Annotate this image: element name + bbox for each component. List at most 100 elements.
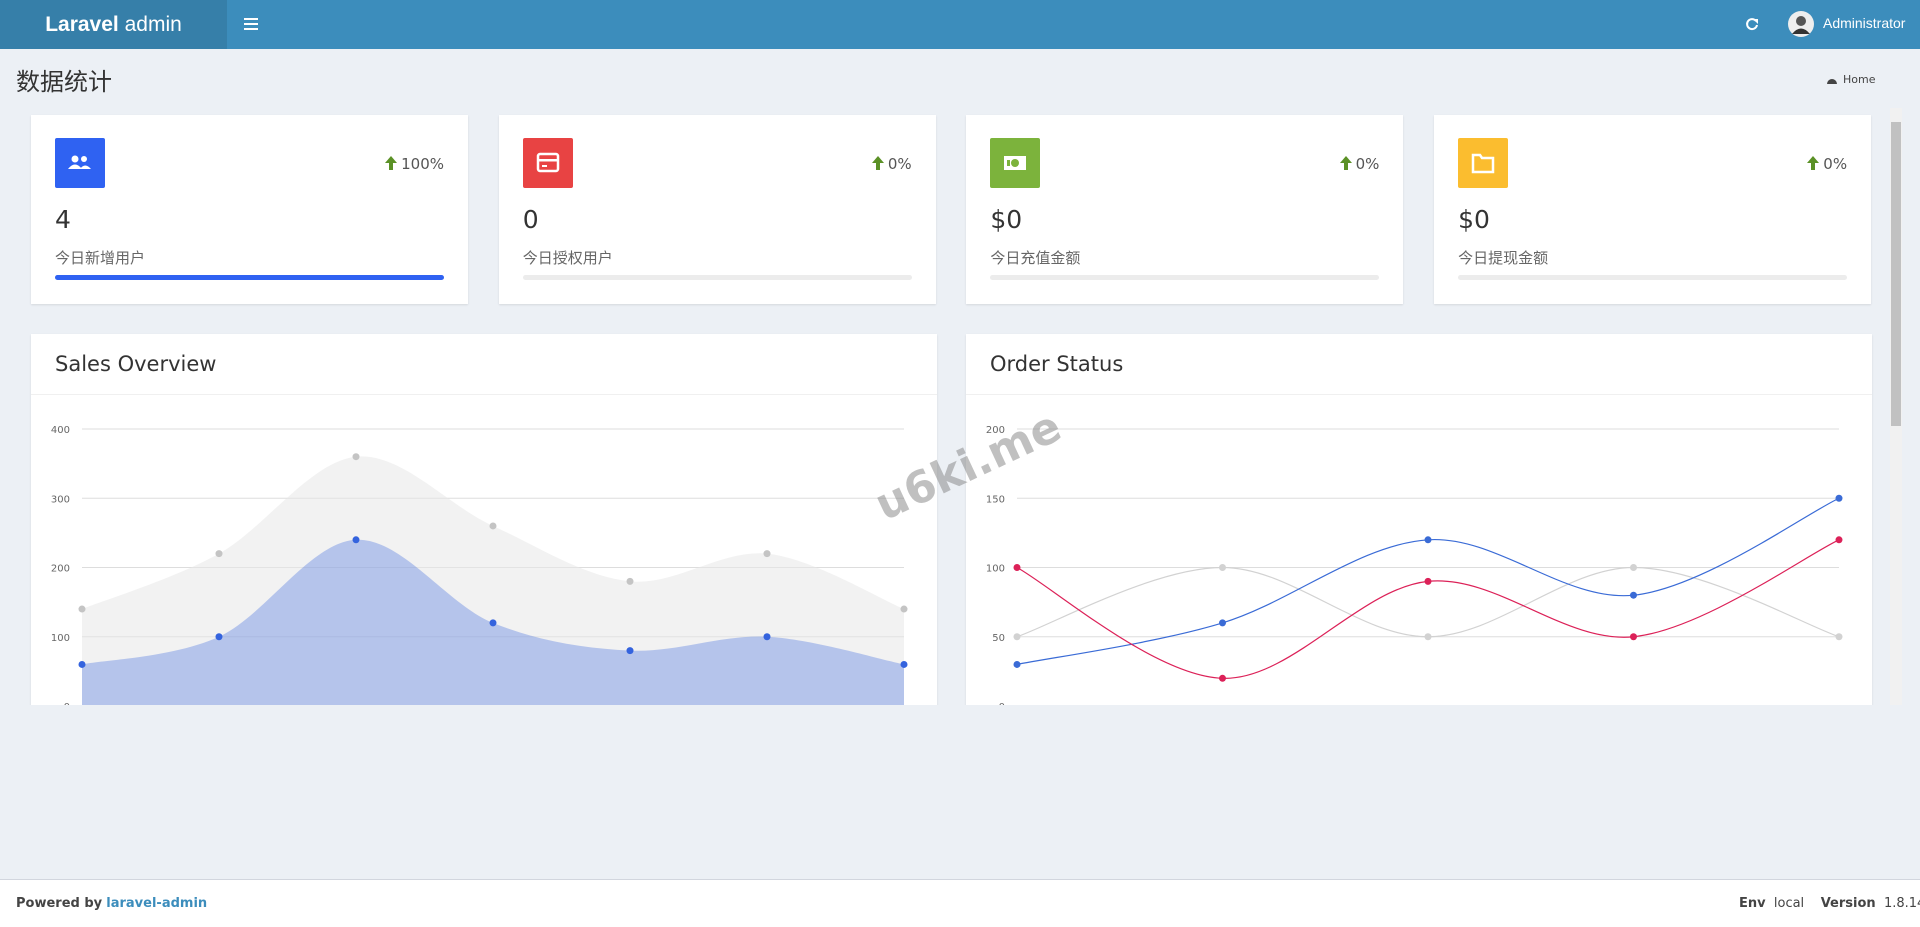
chart-box: Sales Overview 0 100 200 300 400 xyxy=(31,334,937,705)
point xyxy=(215,633,223,641)
point xyxy=(1630,564,1637,571)
card-icon xyxy=(55,138,105,188)
point xyxy=(900,605,908,613)
point xyxy=(1013,660,1021,668)
footer-link[interactable]: laravel-admin xyxy=(106,896,208,911)
point xyxy=(352,453,360,461)
y-tick-label: 400 xyxy=(51,425,70,436)
point xyxy=(1630,591,1637,599)
top-navbar: Laravel admin Administrator xyxy=(0,0,1920,49)
card-value: $0 xyxy=(990,205,1023,234)
env-label: Env xyxy=(1739,896,1766,911)
card-change: 0% xyxy=(1806,155,1847,173)
card-label: 今日充值金额 xyxy=(990,249,1081,267)
point xyxy=(215,550,223,558)
card-icon xyxy=(522,138,573,188)
chart: 0 100 200 300 400 xyxy=(51,425,908,705)
watermark-layer: u6ki.me xyxy=(867,410,1069,530)
env-value: local xyxy=(1773,896,1805,911)
scrollbar[interactable] xyxy=(1890,108,1902,705)
refresh-button[interactable] xyxy=(1745,17,1759,31)
up-arrow xyxy=(1339,156,1352,170)
watermark: u6ki.me xyxy=(867,410,1069,530)
point xyxy=(900,660,908,668)
up-arrow xyxy=(871,156,884,170)
point xyxy=(763,550,771,558)
card-label: 今日新增用户 xyxy=(55,249,146,267)
line xyxy=(1016,539,1840,679)
user-avatar[interactable] xyxy=(1788,11,1814,37)
area xyxy=(82,539,904,705)
y-tick-label: 0 xyxy=(64,702,70,705)
icon-glyph xyxy=(68,155,91,169)
y-tick-label: 100 xyxy=(51,633,70,644)
icon-glyph xyxy=(536,152,559,173)
version-label: Version xyxy=(1820,896,1876,911)
card-label: 今日授权用户 xyxy=(522,249,613,267)
y-tick-label: 150 xyxy=(986,494,1005,505)
card-change: 0% xyxy=(1339,155,1380,173)
card-value: 4 xyxy=(55,205,71,234)
progress-track xyxy=(55,275,444,280)
progress-track xyxy=(1458,275,1848,280)
change-text: 0% xyxy=(1355,155,1380,173)
point xyxy=(1424,633,1432,641)
up-arrow xyxy=(385,156,398,170)
breadcrumb[interactable]: Home xyxy=(1843,73,1876,86)
chart-title: Order Status xyxy=(966,334,1872,395)
point xyxy=(1219,564,1226,571)
point xyxy=(352,536,360,544)
y-tick-label: 50 xyxy=(992,633,1005,644)
point xyxy=(1835,494,1843,502)
y-tick-label: 200 xyxy=(51,564,70,575)
progress-bar xyxy=(55,275,444,280)
point xyxy=(489,522,497,530)
point xyxy=(1013,564,1021,571)
stat-card: 0% 0 今日授权用户 xyxy=(498,115,936,304)
y-tick-label: 100 xyxy=(986,564,1005,575)
menu-toggle[interactable] xyxy=(244,17,258,31)
card-icon xyxy=(1458,138,1509,188)
version-value: 1.8.14 xyxy=(1883,896,1920,911)
powered-by: Powered by xyxy=(16,896,103,911)
y-tick-label: 300 xyxy=(51,494,70,505)
change-text: 100% xyxy=(401,155,444,173)
point xyxy=(1424,577,1432,585)
card-icon xyxy=(990,138,1041,188)
footer: Powered by laravel-admin Env local Versi… xyxy=(0,879,1920,927)
content: 100% 4 今日新增用户 0% 0 今日授权用户 0% $0 今日充值金额 0% $0 今日提现金额… xyxy=(16,108,1890,705)
chart-box: Order Status 0 50 100 150 200 xyxy=(966,334,1872,705)
point xyxy=(763,633,771,641)
y-tick-label: 0 xyxy=(999,702,1005,705)
card-value: 0 xyxy=(522,205,539,234)
logo-light: admin xyxy=(124,13,182,36)
point xyxy=(626,577,634,585)
area xyxy=(82,456,904,705)
icon-glyph xyxy=(1471,153,1495,174)
card-change: 100% xyxy=(384,155,444,173)
stat-card: 100% 4 今日新增用户 xyxy=(31,115,468,304)
user-name[interactable]: Administrator xyxy=(1823,15,1906,31)
card-value: $0 xyxy=(1458,205,1490,234)
up-arrow xyxy=(1807,156,1820,170)
point xyxy=(78,605,86,613)
change-text: 0% xyxy=(887,155,912,173)
point xyxy=(78,660,86,668)
progress-track xyxy=(990,275,1380,280)
stat-card: 0% $0 今日充值金额 xyxy=(966,115,1404,304)
logo[interactable]: Laravel admin xyxy=(0,0,227,49)
y-tick-label: 200 xyxy=(986,425,1005,436)
chart: 0 50 100 150 200 xyxy=(986,425,1843,705)
chart-title: Sales Overview xyxy=(31,334,937,395)
point xyxy=(1219,619,1226,627)
stat-card: 0% $0 今日提现金额 xyxy=(1434,115,1872,304)
card-label: 今日提现金额 xyxy=(1458,249,1549,267)
point xyxy=(1835,536,1843,544)
dashboard-icon xyxy=(1827,79,1837,84)
card-change: 0% xyxy=(871,155,912,173)
point xyxy=(626,647,634,655)
change-text: 0% xyxy=(1823,155,1848,173)
scrollbar-thumb[interactable] xyxy=(1891,122,1901,426)
point xyxy=(1630,633,1637,641)
